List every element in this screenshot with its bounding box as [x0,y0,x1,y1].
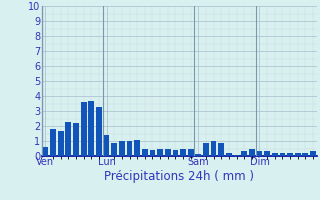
Bar [43,147,48,156]
Bar [81,102,86,156]
Bar [257,151,262,156]
Bar [280,153,285,156]
Bar [180,149,186,156]
Bar [127,141,132,156]
Bar [157,149,163,156]
Bar [172,150,178,156]
Bar [218,142,224,156]
Bar [287,153,293,156]
Bar [241,151,247,156]
Bar [226,153,232,156]
Bar [264,151,270,156]
Bar [272,153,278,156]
Bar [58,130,64,156]
Bar [96,106,102,156]
Bar [234,154,239,156]
Bar [134,140,140,156]
Bar [196,154,201,156]
Bar [73,123,79,156]
Bar [66,121,71,156]
Bar [165,149,171,156]
Bar [50,129,56,156]
Bar [302,153,308,156]
Bar [295,153,300,156]
Bar [203,142,209,156]
Bar [149,150,155,156]
Bar [249,149,255,156]
Bar [142,148,148,156]
Bar [104,135,109,156]
Bar [310,151,316,156]
Bar [88,100,94,156]
Bar [188,149,194,156]
Bar [211,141,216,156]
Bar [111,142,117,156]
X-axis label: Précipitations 24h ( mm ): Précipitations 24h ( mm ) [104,170,254,183]
Bar [119,141,125,156]
